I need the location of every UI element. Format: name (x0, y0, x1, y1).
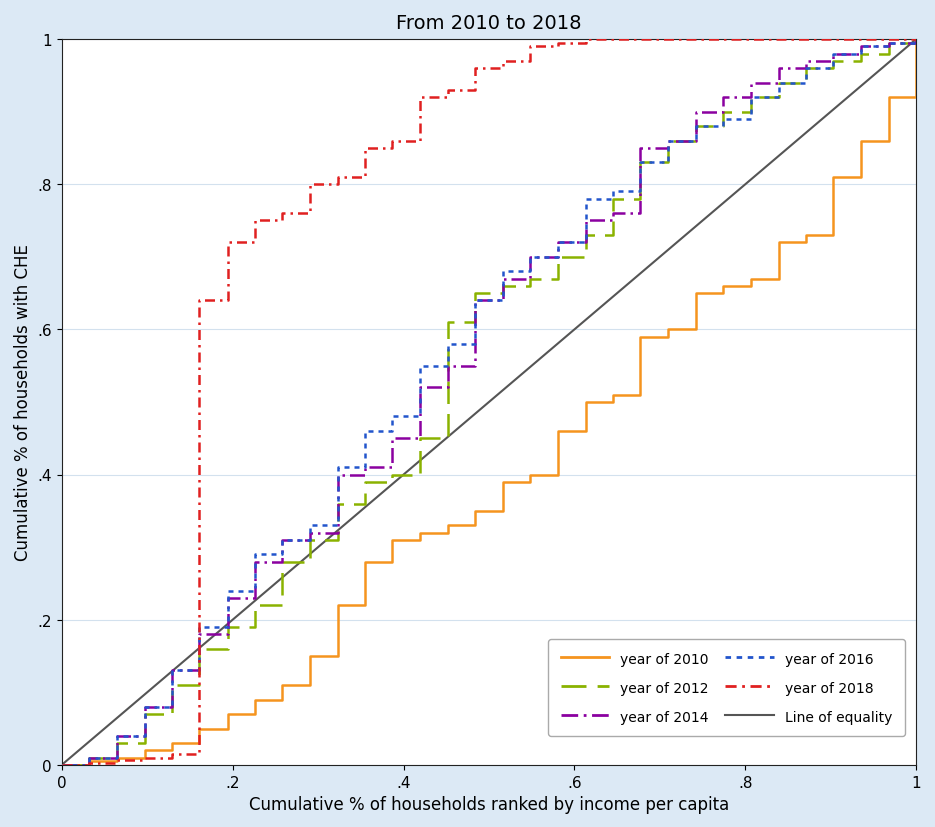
X-axis label: Cumulative % of households ranked by income per capita: Cumulative % of households ranked by inc… (249, 795, 729, 813)
Y-axis label: Cumulative % of households with CHE: Cumulative % of households with CHE (14, 244, 32, 561)
Legend: year of 2010, year of 2012, year of 2014, year of 2016, year of 2018, Line of eq: year of 2010, year of 2012, year of 2014… (548, 639, 905, 736)
Title: From 2010 to 2018: From 2010 to 2018 (396, 14, 582, 33)
